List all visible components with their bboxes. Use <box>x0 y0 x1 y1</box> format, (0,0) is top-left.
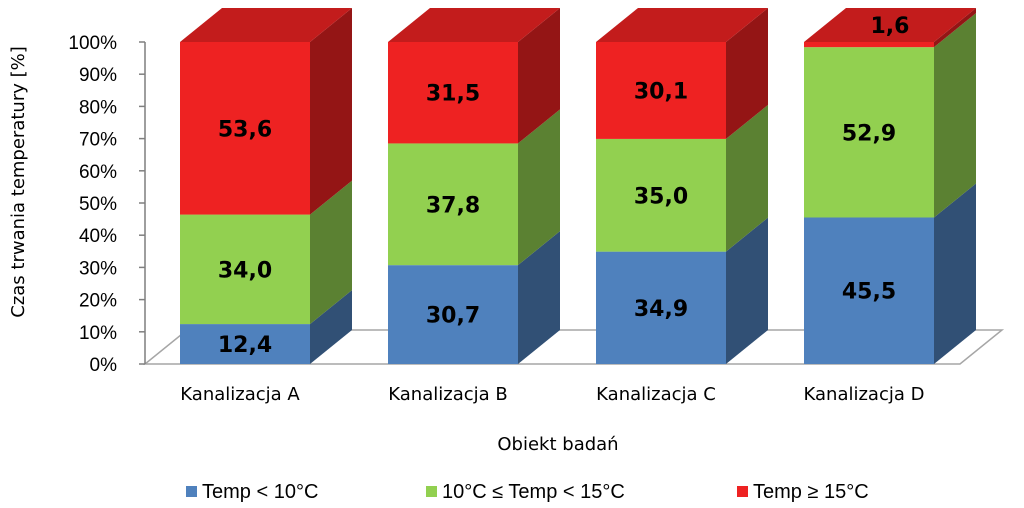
data-label: 37,8 <box>426 193 480 218</box>
y-tick-label: 40% <box>79 226 117 247</box>
x-tick-label: Kanalizacja B <box>388 384 507 405</box>
bar-segment-3 <box>388 8 560 144</box>
y-tick-label: 20% <box>79 291 117 312</box>
data-label: 34,9 <box>634 297 688 322</box>
bar-top-face <box>596 8 768 42</box>
legend-label: 10°C ≤ Temp < 15°C <box>442 481 625 503</box>
y-tick-label: 0% <box>90 355 118 376</box>
bar-segment-1 <box>388 231 560 364</box>
bar-segment-2 <box>388 109 560 266</box>
bar-segment-3 <box>180 8 352 215</box>
y-tick-label: 70% <box>79 130 117 151</box>
bar-top-face <box>388 8 560 42</box>
bar-top-face <box>804 8 976 42</box>
legend-swatch <box>186 486 197 497</box>
data-label: 1,6 <box>871 14 910 39</box>
data-label: 31,5 <box>426 82 480 107</box>
bar-segment-3 <box>804 8 976 48</box>
x-tick-label: Kanalizacja D <box>804 384 925 405</box>
bar-segment-2 <box>596 104 768 252</box>
bar-segment-1 <box>596 217 768 364</box>
data-label: 12,4 <box>218 333 272 358</box>
x-tick-label: Kanalizacja C <box>596 384 716 405</box>
y-axis-title: Czas trwania temperatury [%] <box>8 46 29 318</box>
x-tick-label: Kanalizacja A <box>180 384 300 405</box>
legend-item: Temp ≥ 15°C <box>737 481 869 503</box>
legend: Temp < 10°C 10°C ≤ Temp < 15°C Temp ≥ 15°C <box>186 481 869 503</box>
data-label: 35,0 <box>634 184 688 209</box>
y-tick-label: 100% <box>68 33 117 54</box>
y-tick-label: 90% <box>79 65 117 86</box>
data-label: 30,7 <box>426 304 480 329</box>
data-label: 53,6 <box>218 117 272 142</box>
data-label: 30,1 <box>634 79 688 104</box>
legend-label: Temp ≥ 15°C <box>753 481 869 503</box>
y-tick-label: 10% <box>79 323 117 344</box>
legend-swatch <box>426 486 437 497</box>
bar-segment-2 <box>180 180 352 325</box>
bar-segment-1 <box>180 290 352 364</box>
legend-item: Temp < 10°C <box>186 481 318 503</box>
legend-swatch <box>737 486 748 497</box>
y-tick-label: 50% <box>79 194 117 215</box>
x-axis-title: Obiekt badań <box>497 434 618 455</box>
y-tick-label: 60% <box>79 162 117 183</box>
data-label: 34,0 <box>218 258 272 283</box>
bar-segment-1 <box>804 183 976 364</box>
bar-segment-2 <box>804 13 976 218</box>
legend-label: Temp < 10°C <box>202 481 318 503</box>
y-tick-label: 30% <box>79 258 117 279</box>
bar-segment-3 <box>596 8 768 139</box>
data-label: 45,5 <box>842 280 896 305</box>
bar-top-face <box>180 8 352 42</box>
data-label: 52,9 <box>842 121 896 146</box>
y-tick-label: 80% <box>79 97 117 118</box>
legend-item: 10°C ≤ Temp < 15°C <box>426 481 625 503</box>
